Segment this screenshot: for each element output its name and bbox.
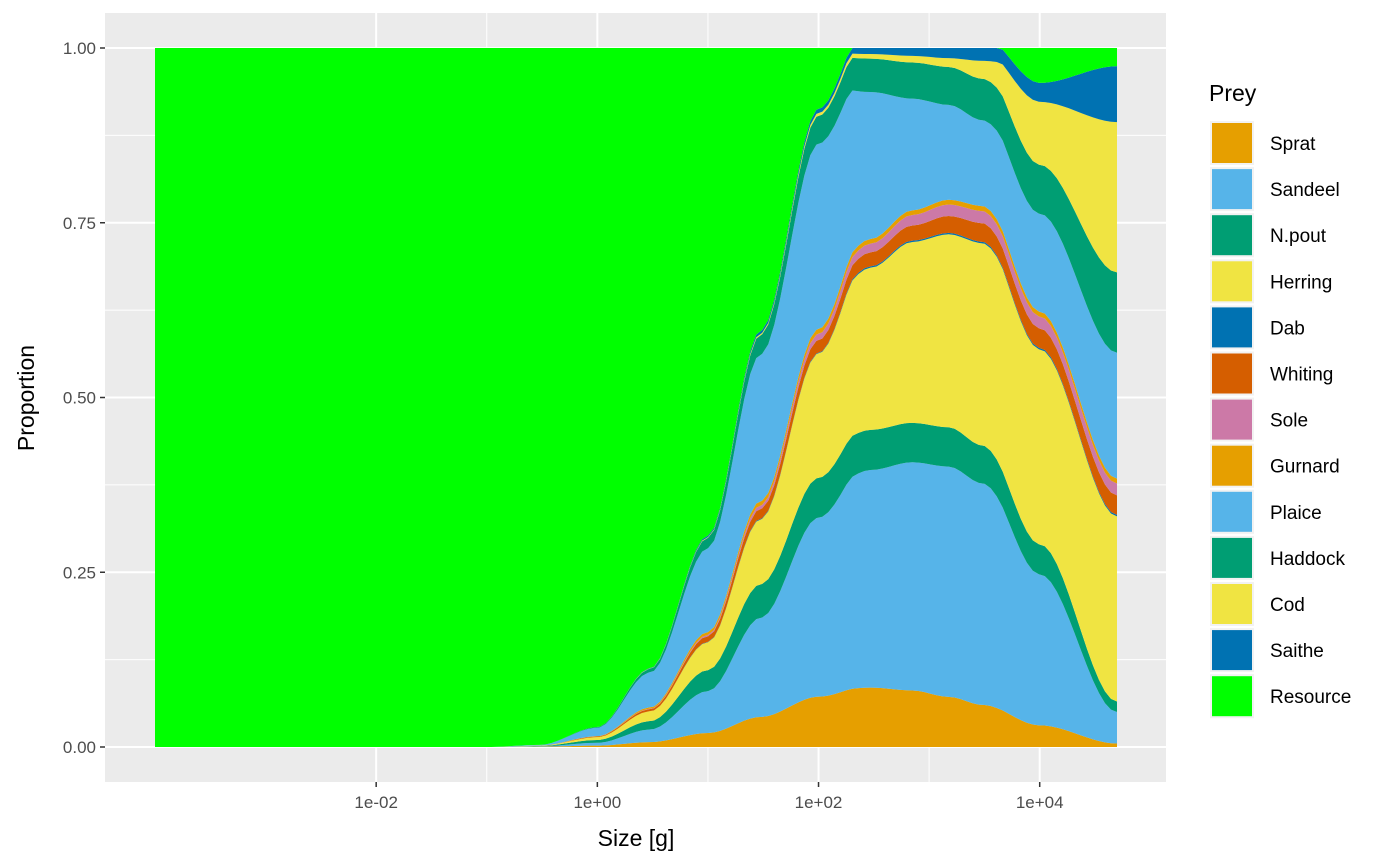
- legend-label-dab: Dab: [1270, 318, 1305, 339]
- y-tick-label: 0.75: [63, 214, 96, 233]
- legend-label-sole: Sole: [1270, 411, 1308, 432]
- legend-swatch-resource: [1212, 676, 1252, 717]
- y-axis-title: Proportion: [13, 345, 39, 451]
- legend-label-sandeel: Sandeel: [1270, 180, 1340, 201]
- area-cod: [155, 53, 1117, 747]
- legend-label-n-pout: N.pout: [1270, 226, 1327, 247]
- legend-label-saithe: Saithe: [1270, 641, 1324, 662]
- legend-label-cod: Cod: [1270, 595, 1305, 616]
- legend: Prey Sprat Sandeel N.pout Herring Dab Whiting…: [1209, 80, 1351, 719]
- legend-swatch-plaice: [1212, 491, 1252, 532]
- area-resource: [155, 48, 1117, 747]
- y-tick-label: 0.50: [63, 389, 96, 408]
- x-axis-title: Size [g]: [598, 825, 675, 851]
- area-herring: [155, 234, 1117, 747]
- x-tick-label: 1e+02: [795, 793, 843, 812]
- legend-label-whiting: Whiting: [1270, 365, 1333, 386]
- legend-swatch-whiting: [1212, 353, 1252, 394]
- legend-label-sprat: Sprat: [1270, 134, 1316, 155]
- legend-swatch-sole: [1212, 399, 1252, 440]
- legend-label-herring: Herring: [1270, 272, 1332, 293]
- legend-title: Prey: [1209, 80, 1257, 106]
- legend-label-haddock: Haddock: [1270, 549, 1345, 570]
- legend-label-resource: Resource: [1270, 687, 1351, 708]
- legend-swatch-cod: [1212, 584, 1252, 624]
- legend-label-gurnard: Gurnard: [1270, 457, 1340, 478]
- area-series: [155, 48, 1117, 748]
- legend-swatch-sprat: [1212, 123, 1252, 163]
- y-tick-label: 0.25: [63, 563, 96, 582]
- area-sprat: [155, 687, 1117, 747]
- x-tick-label: 1e+00: [573, 793, 621, 812]
- legend-swatch-n-pout: [1212, 215, 1252, 256]
- legend-swatch-herring: [1212, 261, 1252, 302]
- legend-swatch-gurnard: [1212, 445, 1252, 486]
- y-axis-ticks: 0.00 0.25 0.50 0.75 1.00: [63, 39, 105, 757]
- area-sandeel: [155, 462, 1117, 747]
- x-axis-ticks: 1e-02 1e+00 1e+02 1e+04: [354, 782, 1064, 812]
- legend-items: Sprat Sandeel N.pout Herring Dab Whiting Sole G…: [1210, 121, 1351, 719]
- legend-swatch-sandeel: [1212, 169, 1252, 210]
- x-tick-label: 1e+04: [1016, 793, 1064, 812]
- x-tick-label: 1e-02: [354, 793, 397, 812]
- y-tick-label: 1.00: [63, 39, 96, 58]
- legend-label-plaice: Plaice: [1270, 503, 1322, 524]
- y-tick-label: 0.00: [63, 738, 96, 757]
- legend-swatch-haddock: [1212, 537, 1252, 578]
- legend-swatch-saithe: [1212, 630, 1252, 671]
- legend-swatch-dab: [1212, 307, 1252, 348]
